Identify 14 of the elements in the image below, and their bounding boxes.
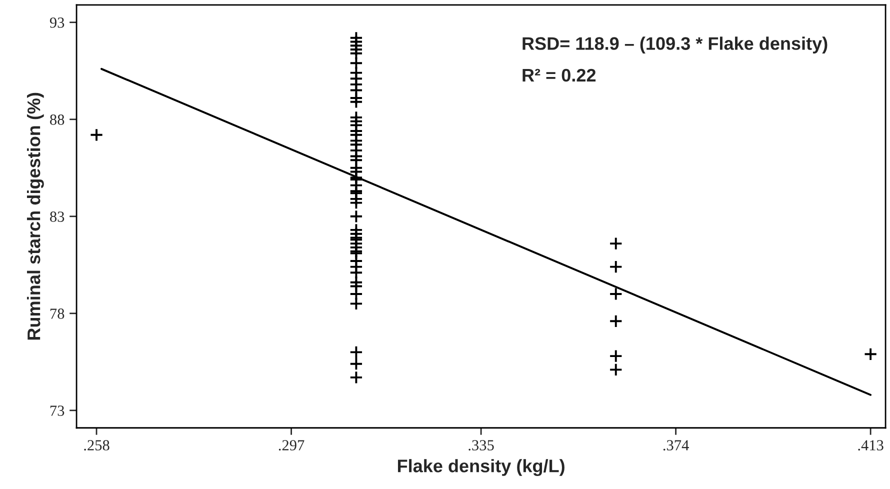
x-tick-label: .335 bbox=[468, 440, 494, 450]
x-tick-label: .374 bbox=[663, 440, 689, 450]
x-axis-title: Flake density (kg/L) bbox=[398, 459, 564, 476]
x-tick-label: .258 bbox=[84, 440, 110, 450]
annotation: RSD= 118.9 – (109.3 * Flake density) bbox=[522, 36, 828, 54]
y-tick-label: 88 bbox=[50, 114, 64, 125]
y-tick-label: 83 bbox=[50, 212, 64, 222]
y-tick-label: 78 bbox=[50, 308, 64, 319]
x-tick-label: .297 bbox=[278, 440, 304, 450]
x-tick-label: .413 bbox=[858, 440, 884, 450]
annotation: R² = 0.22 bbox=[522, 68, 596, 82]
y-tick-label: 73 bbox=[50, 406, 64, 416]
y-tick-label: 93 bbox=[50, 18, 64, 28]
y-axis-title: Ruminal starch digestion (%) bbox=[26, 92, 44, 340]
